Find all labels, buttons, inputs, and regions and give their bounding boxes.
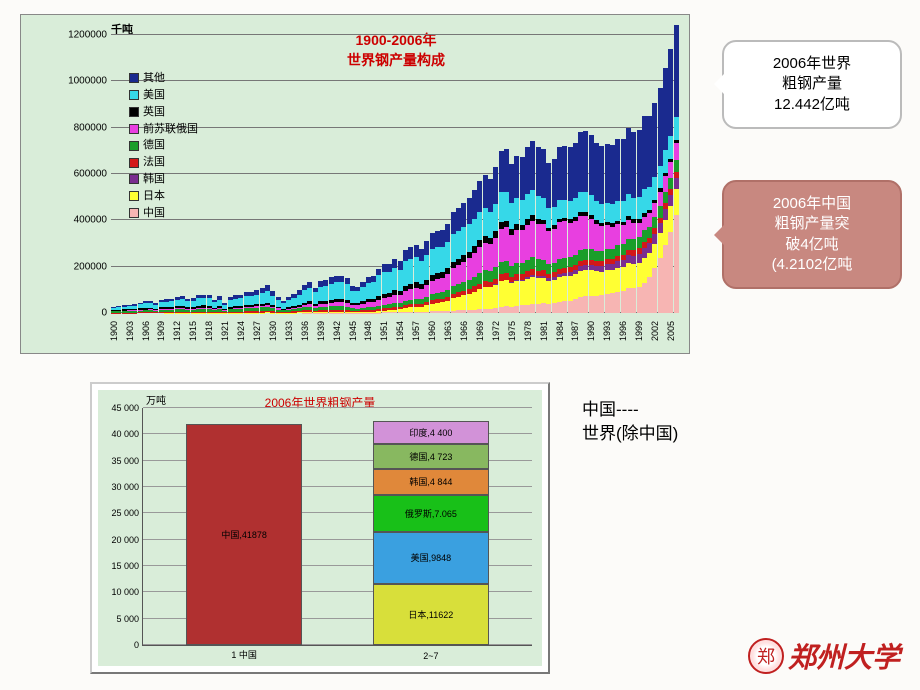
chart2-y-axis-title: 万吨 [146,392,166,407]
chart2-container: 2006年世界粗钢产量 万吨 05 00010 00015 00020 0002… [90,382,550,674]
co2-l1: 2006年中国 [734,194,890,214]
co2-l4: (4.2102亿吨 [734,255,890,275]
co2-l3: 破4亿吨 [734,235,890,255]
co1-l2: 粗钢产量 [734,74,890,94]
co2-l2: 粗钢产量突 [734,214,890,234]
chart1-legend: 其他美国英国前苏联俄国德国法国韩国日本中国 [129,71,198,223]
co1-l1: 2006年世界 [734,54,890,74]
callout-world-total: 2006年世界 粗钢产量 12.442亿吨 [722,40,902,129]
chart1-y-labels: 020000040000060000080000010000001200000 [55,35,107,313]
comparison-label: 中国---- 世界(除中国) [582,398,678,446]
logo-text: 郑州大学 [788,636,900,676]
callout-china-total: 2006年中国 粗钢产量突 破4亿吨 (4.2102亿吨 [722,180,902,289]
chart2-plot-area: 05 00010 00015 00020 00025 00030 00035 0… [142,408,532,646]
chart2-inner: 2006年世界粗钢产量 万吨 05 00010 00015 00020 0002… [98,390,542,666]
callout-tail-icon [702,223,726,247]
chart1-container: 千吨 1900-2006年 世界钢产量构成 020000040000060000… [20,14,690,354]
chart1-x-labels: 1900190319061909191219151918192119241927… [111,315,679,353]
side-l2: 世界(除中国) [582,422,678,446]
callout-tail-icon [702,72,726,96]
university-logo: 郑 郑州大学 [748,636,900,676]
co1-l3: 12.442亿吨 [734,95,890,115]
side-l1: 中国---- [582,398,678,422]
logo-emblem-icon: 郑 [748,638,784,674]
